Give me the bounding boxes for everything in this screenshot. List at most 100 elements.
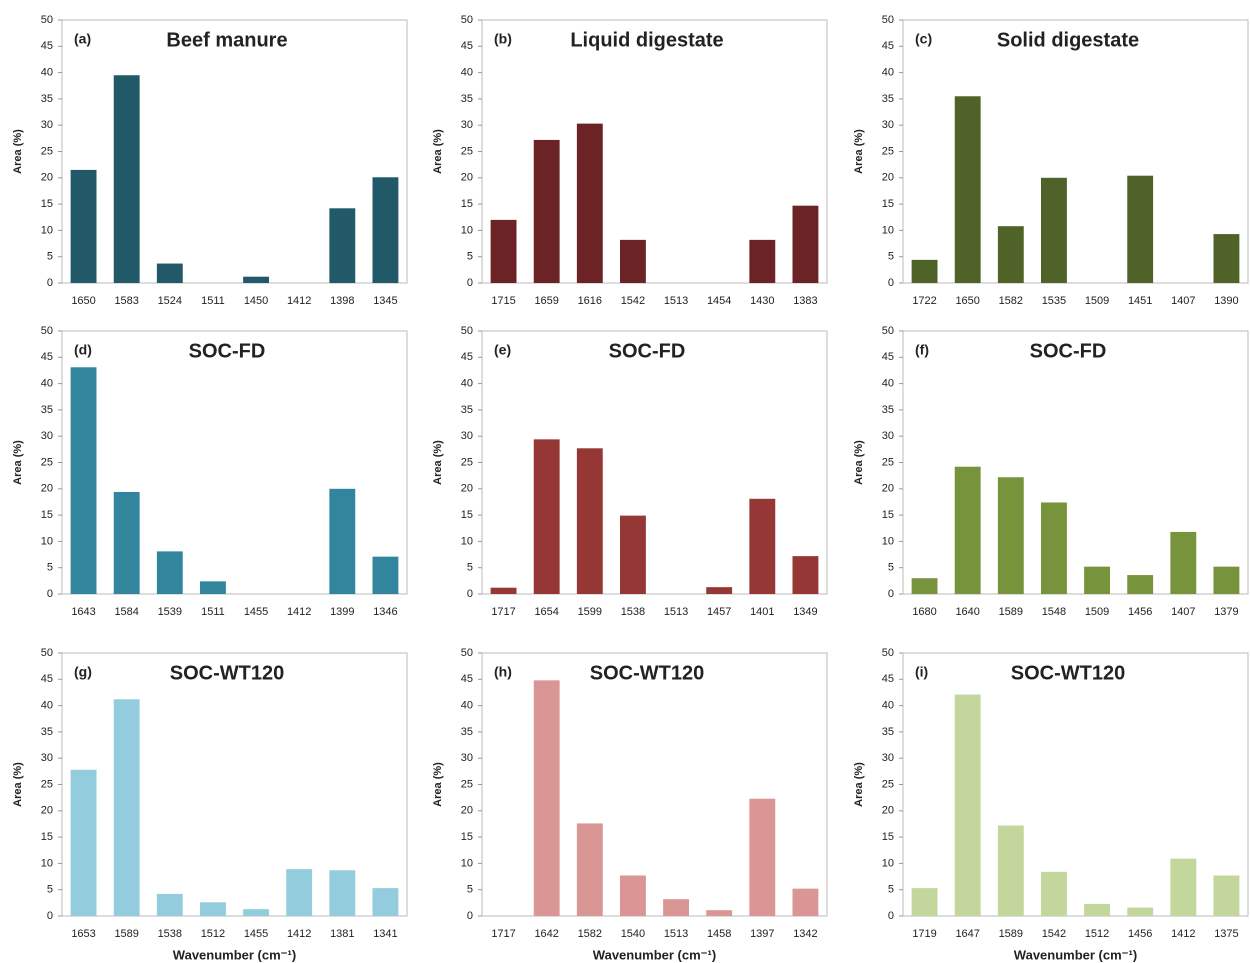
bar [113, 75, 140, 283]
y-tick-label: 15 [41, 509, 53, 521]
bar [576, 823, 603, 916]
x-tick-label: 1390 [1214, 295, 1238, 307]
y-tick-label: 50 [882, 325, 894, 337]
y-tick-label: 10 [882, 535, 894, 547]
y-tick-label: 25 [461, 145, 473, 157]
x-tick-label: 1346 [373, 606, 397, 618]
bar [749, 798, 776, 916]
chart-title: SOC-WT120 [1011, 662, 1125, 684]
panel-label: (c) [915, 31, 932, 47]
y-tick-label: 15 [882, 198, 894, 210]
x-tick-label: 1643 [71, 606, 95, 618]
y-tick-label: 45 [882, 673, 894, 685]
bar [329, 208, 356, 283]
x-tick-label: 1456 [1128, 606, 1152, 618]
y-tick-label: 10 [882, 857, 894, 869]
bar [533, 439, 560, 594]
y-tick-label: 40 [461, 67, 473, 79]
y-tick-label: 10 [41, 224, 53, 236]
y-tick-label: 35 [461, 404, 473, 416]
x-tick-label: 1589 [114, 928, 138, 940]
chart-title: SOC-FD [1030, 340, 1107, 362]
x-tick-label: 1719 [912, 928, 936, 940]
bar [372, 556, 399, 594]
x-tick-label: 1349 [793, 606, 817, 618]
x-tick-label: 1509 [1085, 606, 1109, 618]
y-tick-label: 15 [461, 509, 473, 521]
y-axis-label: Area (%) [853, 440, 865, 485]
y-tick-label: 35 [882, 404, 894, 416]
x-tick-label: 1513 [664, 295, 688, 307]
bar [1170, 858, 1197, 916]
x-tick-label: 1407 [1171, 606, 1195, 618]
x-tick-label: 1455 [244, 606, 268, 618]
x-tick-label: 1455 [244, 928, 268, 940]
y-tick-label: 25 [461, 778, 473, 790]
bar [576, 448, 603, 594]
panel-label: (a) [74, 31, 91, 47]
x-tick-label: 1342 [793, 928, 817, 940]
x-tick-label: 1650 [955, 295, 979, 307]
y-tick-label: 15 [41, 831, 53, 843]
y-tick-label: 0 [467, 910, 473, 922]
bar [372, 177, 399, 283]
x-tick-label: 1599 [578, 606, 602, 618]
bar [749, 498, 776, 594]
y-tick-label: 0 [47, 277, 53, 289]
y-tick-label: 20 [461, 172, 473, 184]
x-tick-label: 1640 [955, 606, 979, 618]
y-tick-label: 40 [41, 378, 53, 390]
y-tick-label: 30 [41, 430, 53, 442]
y-tick-label: 10 [461, 857, 473, 869]
x-tick-label: 1589 [999, 928, 1023, 940]
x-tick-label: 1512 [1085, 928, 1109, 940]
panel-label: (d) [74, 342, 92, 358]
panel-label: (e) [494, 342, 511, 358]
y-tick-label: 5 [47, 251, 53, 263]
x-tick-label: 1589 [999, 606, 1023, 618]
y-tick-label: 5 [47, 884, 53, 896]
y-tick-label: 35 [461, 93, 473, 105]
y-tick-label: 45 [461, 40, 473, 52]
y-tick-label: 35 [41, 93, 53, 105]
bar [1127, 175, 1154, 283]
y-tick-label: 45 [41, 351, 53, 363]
x-tick-label: 1715 [491, 295, 515, 307]
y-tick-label: 0 [888, 910, 894, 922]
y-tick-label: 20 [461, 483, 473, 495]
x-tick-label: 1397 [750, 928, 774, 940]
x-tick-label: 1722 [912, 295, 936, 307]
y-tick-label: 40 [461, 378, 473, 390]
y-tick-label: 10 [882, 224, 894, 236]
x-tick-label: 1381 [330, 928, 354, 940]
x-tick-label: 1401 [750, 606, 774, 618]
bar [533, 680, 560, 916]
x-tick-label: 1430 [750, 295, 774, 307]
bar [372, 888, 399, 916]
y-tick-label: 0 [467, 588, 473, 600]
y-tick-label: 20 [41, 172, 53, 184]
y-tick-label: 30 [41, 752, 53, 764]
bar [997, 477, 1024, 594]
y-tick-label: 0 [888, 277, 894, 289]
panel-label: (h) [494, 664, 512, 680]
y-tick-label: 10 [41, 535, 53, 547]
y-tick-label: 5 [888, 884, 894, 896]
x-tick-label: 1524 [158, 295, 182, 307]
panel-label: (i) [915, 664, 928, 680]
x-tick-label: 1454 [707, 295, 731, 307]
y-tick-label: 5 [467, 884, 473, 896]
chart-title: SOC-FD [609, 340, 686, 362]
bar [1213, 566, 1240, 594]
y-axis-label: Area (%) [12, 440, 24, 485]
bar [1127, 575, 1154, 594]
x-tick-label: 1540 [621, 928, 645, 940]
x-tick-label: 1680 [912, 606, 936, 618]
bar [1041, 502, 1067, 594]
y-tick-label: 15 [882, 831, 894, 843]
x-tick-label: 1583 [114, 295, 138, 307]
y-tick-label: 45 [882, 351, 894, 363]
y-tick-label: 5 [888, 562, 894, 574]
bar [286, 869, 313, 916]
